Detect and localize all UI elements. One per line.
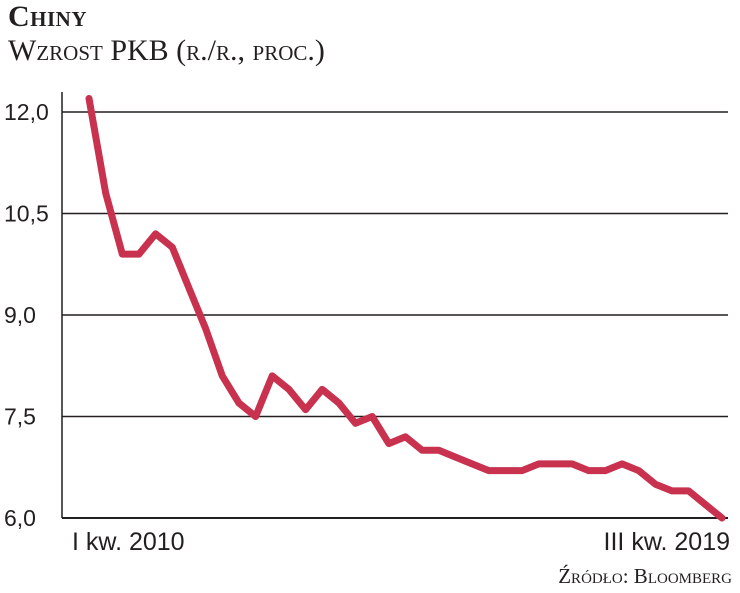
series-group <box>85 95 726 522</box>
y-tick-label: 7,5 <box>4 404 36 430</box>
gdp-growth-line <box>85 95 726 522</box>
y-tick-label: 9,0 <box>4 302 36 328</box>
x-label-start: I kw. 2010 <box>72 528 185 556</box>
x-axis-labels: I kw. 2010 III kw. 2019 <box>72 528 730 556</box>
x-label-end: III kw. 2019 <box>604 528 730 556</box>
chart-subtitle: Wzrost PKB (r./r., proc.) <box>8 34 325 67</box>
y-tick-label: 12,0 <box>4 99 49 125</box>
grid-lines <box>61 92 728 519</box>
y-tick-label: 10,5 <box>4 201 49 227</box>
chart-title: Chiny <box>8 0 88 33</box>
y-axis-ticks: 12,0 10,5 9,0 7,5 6,0 <box>4 99 49 531</box>
y-tick-label: 6,0 <box>4 505 36 531</box>
source-note: Źródło: Bloomberg <box>558 564 732 588</box>
